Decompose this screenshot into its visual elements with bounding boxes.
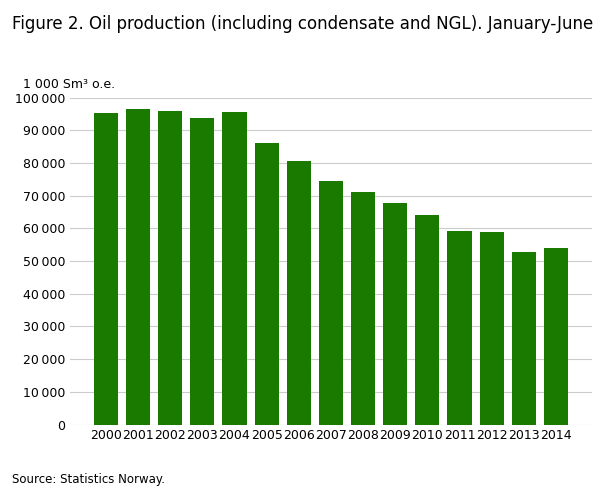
Text: Source: Statistics Norway.: Source: Statistics Norway. — [12, 472, 165, 486]
Bar — [383, 203, 407, 425]
Bar — [415, 215, 439, 425]
Bar — [94, 113, 118, 425]
Bar — [158, 111, 182, 425]
Text: 1 000 Sm³ o.e.: 1 000 Sm³ o.e. — [23, 78, 115, 91]
Bar — [126, 109, 150, 425]
Bar — [512, 252, 536, 425]
Bar — [254, 142, 279, 425]
Bar — [448, 231, 472, 425]
Bar — [351, 192, 375, 425]
Text: Figure 2. Oil production (including condensate and NGL). January-June: Figure 2. Oil production (including cond… — [12, 15, 594, 33]
Bar — [190, 118, 214, 425]
Bar — [479, 232, 504, 425]
Bar — [319, 181, 343, 425]
Bar — [544, 248, 568, 425]
Bar — [223, 112, 246, 425]
Bar — [287, 161, 311, 425]
